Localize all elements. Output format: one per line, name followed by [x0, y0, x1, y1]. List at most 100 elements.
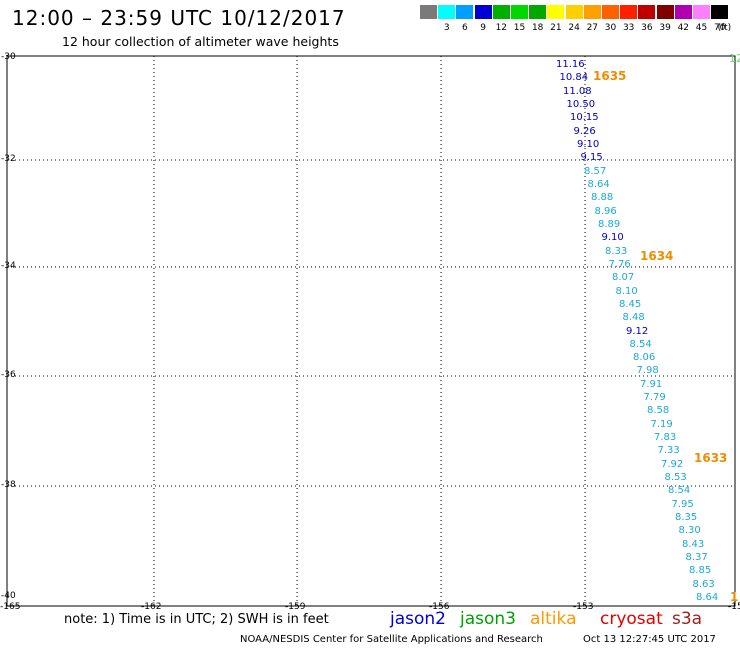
grid-lines [7, 56, 735, 606]
pass-time-label: 1633 [694, 451, 728, 465]
swh-value: 8.64 [696, 592, 719, 603]
legend-label: 24 [568, 23, 580, 33]
legend-swatch [711, 5, 729, 19]
swh-value: 8.10 [615, 285, 638, 297]
swh-value: 10.50 [566, 98, 596, 110]
swh-value: 8.37 [685, 552, 708, 564]
swh-value: 8.30 [678, 525, 701, 537]
legend-swatch [420, 5, 437, 19]
swh-value: 7.92 [661, 458, 684, 470]
plot-frame [6, 55, 736, 607]
legend-swatch [638, 5, 656, 19]
swh-value: 7.33 [657, 445, 680, 457]
legend-swatch [474, 5, 492, 19]
swh-value: 8.54 [668, 485, 691, 497]
legend-swatch [529, 5, 547, 19]
satellite-label: jason2 [390, 609, 446, 629]
swh-value: 9.10 [601, 232, 624, 244]
satellite-label: cryosat [600, 609, 663, 629]
swh-value: 8.63 [692, 578, 715, 590]
credit-text: NOAA/NESDIS Center for Satellite Applica… [240, 634, 543, 645]
legend-swatch [565, 5, 583, 19]
legend-label: 70 [713, 23, 726, 33]
latitude-label: -38 [1, 480, 16, 490]
legend-label: 9 [480, 23, 486, 33]
legend-label: 45 [695, 23, 708, 33]
legend-label: 15 [513, 23, 526, 33]
legend-label: 18 [531, 23, 544, 33]
longitude-label: -15 [728, 602, 740, 612]
swh-value: 8.48 [622, 312, 645, 324]
swh-value: 7.79 [643, 392, 666, 404]
swh-value: 8.88 [591, 192, 614, 204]
latitude-label: -30 [1, 52, 16, 62]
edge-value-label: 12 [729, 52, 740, 65]
legend-swatch [674, 5, 692, 19]
swh-value: 8.07 [612, 272, 635, 284]
swh-value: 7.95 [671, 498, 694, 510]
swh-value: 7.76 [608, 258, 631, 270]
legend-label: 27 [586, 23, 599, 33]
legend-label: 21 [550, 23, 562, 33]
legend-label: 39 [659, 23, 671, 33]
legend-swatch [602, 5, 619, 19]
legend-label: 6 [462, 23, 468, 33]
swh-value: 8.64 [587, 178, 610, 190]
swh-value: 8.85 [689, 565, 712, 577]
swh-value: 10.15 [570, 112, 599, 124]
satellite-label: jason3 [460, 609, 516, 629]
legend-swatch [456, 5, 474, 19]
legend-label: 12 [495, 23, 508, 33]
longitude-label: -159 [285, 602, 306, 612]
legend-label: 42 [677, 23, 690, 33]
swh-value: 8.96 [594, 205, 617, 217]
swh-value: 10.84 [559, 72, 589, 84]
swh-value: 9.15 [580, 152, 603, 164]
latitude-label: -36 [1, 370, 16, 380]
swh-value: 8.43 [682, 538, 705, 550]
legend-label: 30 [604, 23, 617, 33]
swh-value: 7.91 [640, 378, 663, 390]
map-title: 12:00 – 23:59 UTC 10/12/2017 [12, 6, 346, 30]
longitude-label: -153 [573, 602, 594, 612]
swh-value: 8.54 [629, 338, 652, 350]
swh-value: 8.53 [664, 472, 687, 484]
legend-swatch [438, 5, 456, 19]
swh-value: 8.35 [675, 512, 698, 524]
legend-swatch [656, 5, 674, 19]
swh-value: 8.06 [633, 352, 656, 364]
swh-value: 8.89 [598, 218, 621, 230]
legend-swatch [693, 5, 710, 19]
generated-timestamp: Oct 13 12:27:45 UTC 2017 [583, 634, 716, 645]
legend-swatch [511, 5, 528, 19]
swh-value: 7.19 [650, 418, 673, 430]
swh-value: 7.83 [654, 432, 677, 444]
footer-note: note: 1) Time is in UTC; 2) SWH is in fe… [64, 612, 329, 627]
legend-swatch [492, 5, 510, 19]
swh-value: 8.58 [647, 405, 670, 417]
longitude-label: -162 [141, 602, 162, 612]
swh-value: 8.57 [584, 165, 607, 177]
pass-time-label: 1 [730, 590, 739, 604]
legend-unit: (ft) [717, 23, 732, 33]
swh-value: 9.10 [577, 138, 600, 150]
swh-value: 8.45 [619, 298, 642, 310]
legend-swatch [547, 5, 565, 19]
swh-value: 7.98 [636, 365, 659, 377]
swh-value: 9.26 [573, 125, 596, 137]
legend-label: 33 [622, 23, 635, 33]
swh-value: 9.12 [626, 325, 649, 337]
swh-value: 8.33 [605, 245, 628, 257]
longitude-label: -165 [0, 602, 21, 612]
pass-time-label: 1634 [640, 249, 674, 263]
longitude-label: -156 [429, 602, 450, 612]
legend-swatch [620, 5, 638, 19]
legend-label: 3 [443, 23, 450, 33]
swh-value: 11.16 [556, 59, 585, 70]
latitude-label: -32 [1, 154, 16, 164]
satellite-label: altika [530, 609, 577, 629]
swh-value: 11.08 [563, 85, 592, 97]
map-subtitle: 12 hour collection of altimeter wave hei… [62, 34, 339, 49]
satellite-label: s3a [672, 609, 703, 629]
